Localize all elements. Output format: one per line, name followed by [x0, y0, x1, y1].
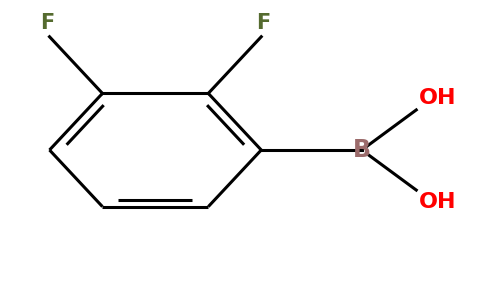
Text: OH: OH [419, 192, 456, 212]
Text: OH: OH [419, 88, 456, 108]
Text: B: B [353, 138, 371, 162]
Text: F: F [257, 13, 271, 33]
Text: F: F [40, 13, 54, 33]
